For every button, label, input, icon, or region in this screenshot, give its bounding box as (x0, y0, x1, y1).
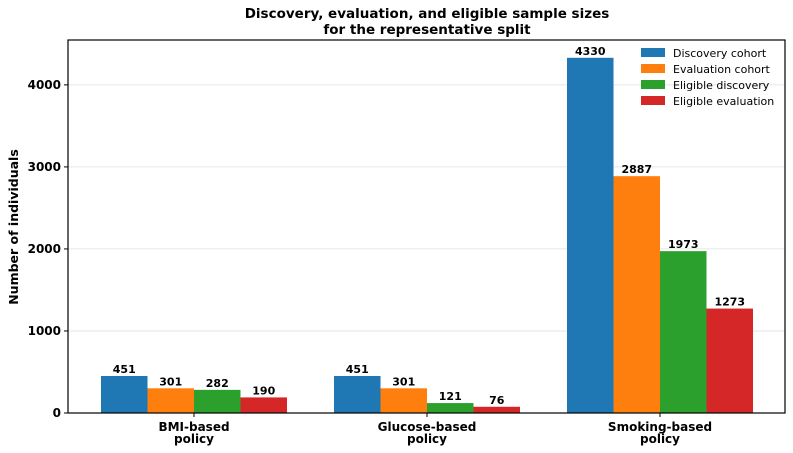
data-label: 76 (489, 394, 505, 407)
data-label: 282 (206, 377, 229, 390)
legend-label: Eligible evaluation (673, 95, 774, 108)
data-label: 4330 (575, 45, 606, 58)
data-labels: 451 301 282 190 451 301 121 76 4330 2887 1973 1273 (113, 45, 745, 407)
data-label: 1973 (668, 238, 699, 251)
bar (380, 388, 427, 413)
bar (147, 388, 194, 413)
x-ticks: BMI-basedpolicyGlucose-basedpolicySmokin… (158, 413, 712, 446)
legend-label: Eligible discovery (673, 79, 770, 92)
bar (567, 57, 614, 414)
data-label: 2887 (621, 163, 652, 176)
legend-label: Evaluation cohort (673, 63, 771, 76)
bar (613, 176, 660, 413)
chart-subtitle: for the representative split (323, 22, 531, 38)
y-tick-label: 0 (53, 406, 61, 420)
legend-label: Discovery cohort (673, 47, 767, 60)
legend-swatch (641, 80, 665, 89)
x-tick-label: policy (407, 432, 447, 446)
y-tick-label: 4000 (28, 78, 61, 92)
bars (101, 57, 753, 414)
y-tick-label: 1000 (28, 324, 61, 338)
x-tick-label: policy (174, 432, 214, 446)
legend-swatch (641, 96, 665, 105)
data-label: 451 (113, 363, 136, 376)
legend-swatch (641, 64, 665, 73)
chart-title: Discovery, evaluation, and eligible samp… (245, 6, 610, 22)
x-tick-label: BMI-based (158, 420, 229, 434)
data-label: 190 (252, 384, 275, 397)
bar (660, 251, 707, 413)
bar (706, 308, 753, 413)
bar (194, 389, 241, 413)
bar (427, 403, 474, 413)
data-label: 121 (439, 390, 462, 403)
data-label: 451 (346, 363, 369, 376)
bar (101, 376, 148, 413)
bar (473, 406, 520, 413)
legend-swatch (641, 48, 665, 57)
legend: Discovery cohort Evaluation cohort Eligibl… (641, 47, 774, 108)
data-label: 301 (392, 375, 415, 388)
y-ticks: 0 1000 2000 3000 4000 (28, 78, 68, 420)
data-label: 1273 (714, 296, 745, 309)
y-tick-label: 3000 (28, 160, 61, 174)
x-tick-label: Smoking-based (608, 420, 712, 434)
bar (240, 397, 287, 413)
bar (334, 376, 381, 413)
x-tick-label: Glucose-based (378, 420, 477, 434)
y-axis-label: Number of individuals (6, 149, 21, 305)
x-tick-label: policy (640, 432, 680, 446)
data-label: 301 (159, 375, 182, 388)
y-tick-label: 2000 (28, 242, 61, 256)
